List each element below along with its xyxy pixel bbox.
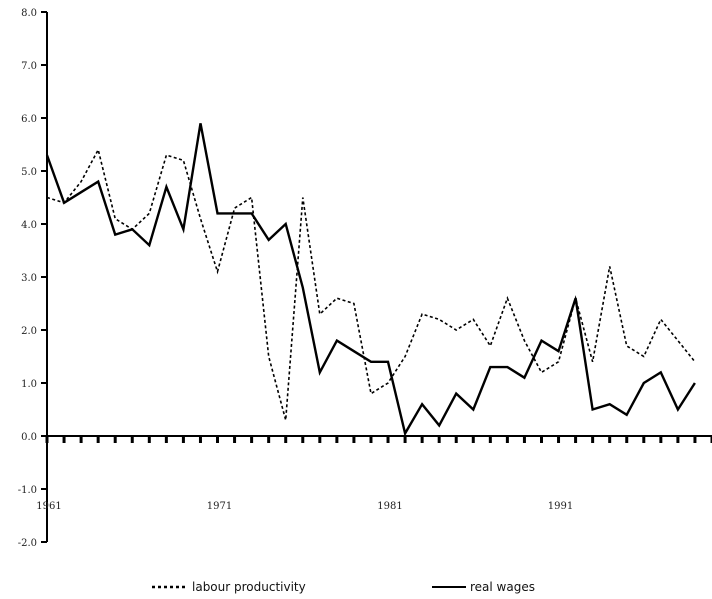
y-tick-label: 8.0 <box>21 8 37 19</box>
y-tick-label: 1.0 <box>21 379 37 390</box>
y-tick-label: 5.0 <box>21 167 37 178</box>
series-line-labour-productivity <box>46 147 696 421</box>
axes: 8.0 7.0 6.0 5.0 4.0 3.0 2.0 1.0 0.0 -1.0 -2.0 1961 1… <box>18 8 712 549</box>
y-tick-label: 6.0 <box>21 114 37 125</box>
series-layer <box>45 123 696 437</box>
series-line-real-wages <box>45 123 696 437</box>
y-tick-label: 2.0 <box>21 326 37 337</box>
x-tick-label: 1961 <box>36 501 61 512</box>
x-tick-label: 1981 <box>377 501 402 512</box>
y-tick-label: 0.0 <box>21 432 37 443</box>
y-tick-label: 3.0 <box>21 273 37 284</box>
y-tick-label: -1.0 <box>18 485 37 496</box>
legend-label-real-wages: real wages <box>470 580 535 594</box>
y-tick-label: 7.0 <box>21 61 37 72</box>
y-tick-label: 4.0 <box>21 220 37 231</box>
x-tick-label: 1971 <box>207 501 232 512</box>
legend-label-labour-productivity: labour productivity <box>192 580 306 594</box>
legend: labour productivity real wages <box>152 580 535 594</box>
x-tick-label: 1991 <box>548 501 573 512</box>
y-tick-label: -2.0 <box>18 538 37 549</box>
